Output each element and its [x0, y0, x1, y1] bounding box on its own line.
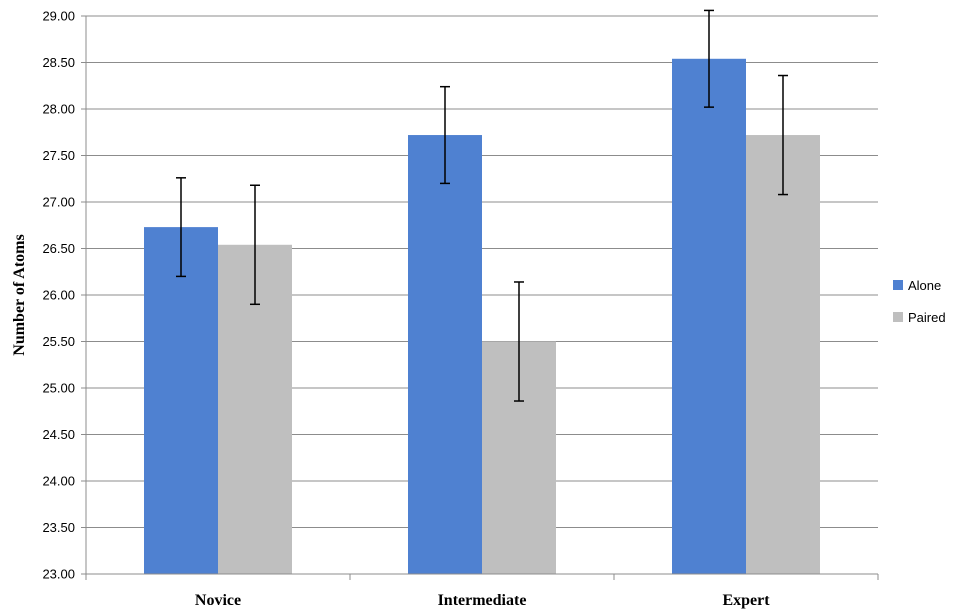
y-tick-label: 29.00	[42, 9, 75, 24]
legend-label-alone: Alone	[908, 278, 941, 293]
bar-alone-expert	[672, 58, 746, 574]
y-tick-label: 27.00	[42, 195, 75, 210]
y-tick-label: 23.50	[42, 520, 75, 535]
bar-alone-intermediate	[408, 135, 482, 575]
y-tick-label: 25.50	[42, 334, 75, 349]
axes	[85, 16, 879, 580]
x-category-label: Expert	[722, 592, 770, 609]
x-category-label: Novice	[195, 592, 241, 609]
legend-swatch-paired	[893, 312, 903, 322]
bar-alone-novice	[144, 227, 218, 575]
x-category-label: Intermediate	[438, 592, 527, 609]
y-tick-label: 27.50	[42, 148, 75, 163]
y-tick-label: 23.00	[42, 567, 75, 582]
y-tick-label: 28.50	[42, 55, 75, 70]
x-category-labels: Novice Intermediate Expert	[195, 592, 770, 609]
y-tick-label: 26.50	[42, 241, 75, 256]
bar-paired-expert	[746, 135, 820, 575]
y-tick-label: 24.00	[42, 474, 75, 489]
y-tick-label: 28.00	[42, 102, 75, 117]
bars	[144, 58, 820, 575]
y-axis-title: Number of Atoms	[11, 234, 28, 355]
y-tick-label: 26.00	[42, 288, 75, 303]
y-tick-label: 24.50	[42, 427, 75, 442]
y-tick-label: 25.00	[42, 381, 75, 396]
error-bars	[176, 9, 788, 402]
legend-label-paired: Paired	[908, 310, 946, 325]
y-tick-labels: 23.00 23.50 24.00 24.50 25.00 25.50 26.00 26.50…	[42, 9, 75, 582]
legend-swatch-alone	[893, 280, 903, 290]
legend: Alone Paired	[893, 278, 946, 325]
